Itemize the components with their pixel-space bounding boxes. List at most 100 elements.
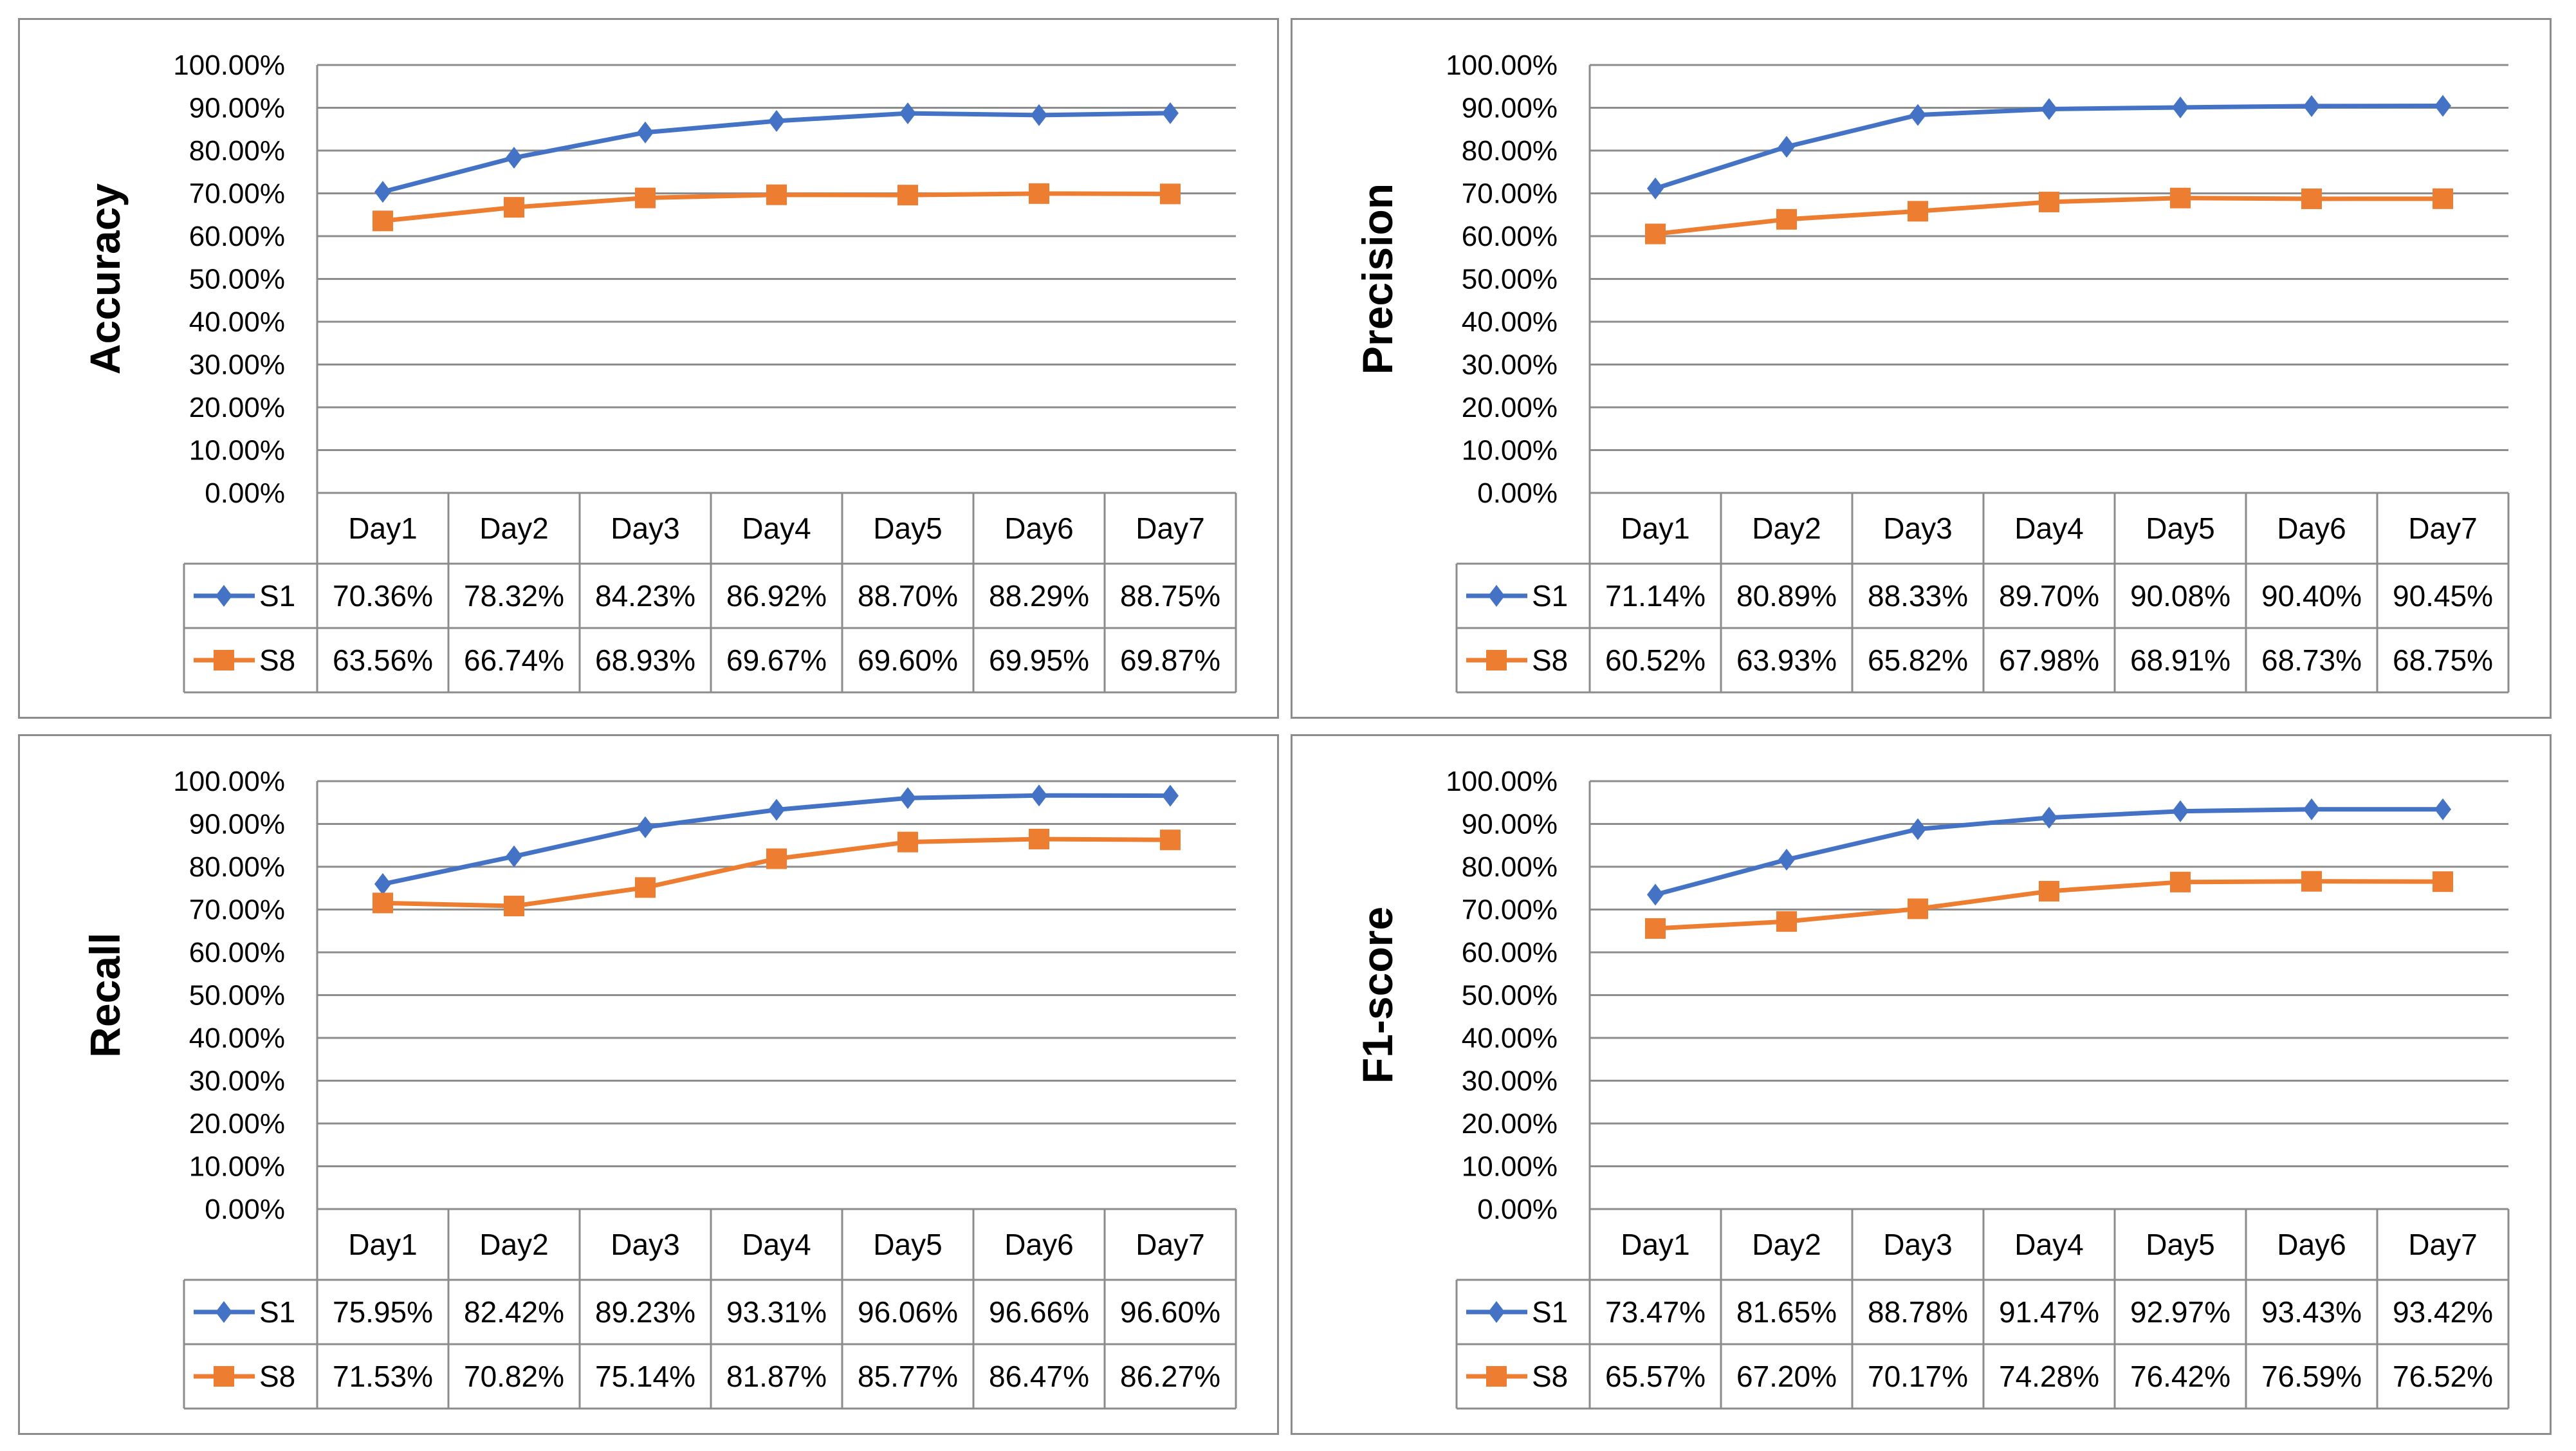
y-tick-label: 70.00% [189,894,285,926]
data-point-s8 [1908,898,1928,920]
y-tick-label: 70.00% [1462,894,1558,926]
y-tick-label: 10.00% [189,435,285,467]
f1-score-chart: 0.00% 10.00% 20.00% 30.00% 40.00% 50.00% 60.00… [1354,766,2510,1410]
category-label: Day1 [1621,1228,1689,1261]
y-tick-label: 80.00% [1462,135,1558,167]
data-point-s8 [1029,183,1049,204]
data-point-s1 [1647,177,1664,199]
category-label: Day7 [1136,512,1204,545]
data-label-s1: 88.29% [989,579,1089,613]
data-point-s8 [2301,188,2322,209]
category-label: Day6 [1004,512,1073,545]
data-label-s1: 73.47% [1605,1295,1706,1329]
data-label-s8: 69.87% [1120,643,1220,677]
data-point-s1 [2434,798,2451,820]
y-tick-label: 0.00% [1477,477,1558,509]
legend-label-s8: S8 [1532,1360,1568,1393]
data-point-s1 [2041,98,2057,120]
data-label-s8: 60.52% [1605,643,1706,677]
legend-marker-s8 [214,1366,234,1387]
data-label-s8: 81.87% [726,1360,827,1393]
y-tick-label: 20.00% [1462,392,1558,423]
data-point-s8 [1908,201,1928,222]
data-point-s1 [899,787,916,809]
data-point-s1 [1909,104,1926,126]
data-point-s8 [2039,881,2059,902]
y-tick-label: 50.00% [1462,264,1558,295]
data-label-s8: 86.47% [989,1360,1089,1393]
data-label-s8: 69.60% [858,643,958,677]
legend-marker-s1 [1488,1301,1505,1323]
category-label: Day2 [479,512,548,545]
data-point-s8 [373,210,393,232]
data-point-s1 [2303,95,2320,117]
data-point-s8 [897,831,918,853]
category-label: Day1 [348,1228,417,1261]
data-point-s1 [506,147,522,169]
y-tick-label: 20.00% [189,1108,285,1140]
data-label-s8: 68.75% [2393,643,2493,677]
data-point-s8 [1645,918,1666,939]
y-tick-label: 30.00% [1462,1066,1558,1097]
data-label-s1: 93.31% [726,1295,827,1329]
category-label: Day1 [1621,512,1689,545]
y-tick-label: 50.00% [189,980,285,1012]
data-point-s1 [2303,798,2320,820]
data-point-s1 [1778,136,1795,158]
data-point-s1 [2172,96,2189,118]
y-tick-label: 60.00% [189,221,285,252]
data-label-s8: 85.77% [858,1360,958,1393]
y-tick-label: 90.00% [189,809,285,840]
y-tick-label: 80.00% [1462,851,1558,883]
data-label-s1: 70.36% [333,579,433,613]
data-point-s8 [504,896,524,917]
category-label: Day7 [1136,1228,1204,1261]
data-label-s8: 68.93% [595,643,695,677]
data-point-s1 [506,845,522,867]
legend-marker-s8 [1486,650,1507,670]
y-tick-label: 50.00% [189,264,285,295]
legend-label-s1: S1 [259,579,295,613]
data-label-s1: 96.60% [1120,1295,1220,1329]
category-label: Day5 [2146,1228,2214,1261]
data-label-s1: 96.06% [858,1295,958,1329]
data-label-s8: 67.20% [1736,1360,1837,1393]
data-point-s1 [768,799,785,821]
category-label: Day4 [2014,512,2083,545]
data-label-s1: 93.42% [2393,1295,2493,1329]
accuracy-chart-panel: 0.00% 10.00% 20.00% 30.00% 40.00% 50.00% 60.00… [18,18,1279,719]
y-axis-title: Accuracy [81,183,129,374]
data-point-s8 [2301,871,2322,892]
y-tick-label: 60.00% [189,937,285,968]
data-point-s1 [374,181,391,203]
data-label-s1: 93.43% [2261,1295,2362,1329]
y-tick-label: 40.00% [189,1022,285,1054]
y-tick-label: 60.00% [1462,221,1558,252]
data-label-s8: 65.82% [1868,643,1968,677]
legend-label-s1: S1 [1532,1295,1568,1329]
category-label: Day5 [2146,512,2214,545]
data-label-s8: 71.53% [333,1360,433,1393]
category-label: Day5 [873,1228,942,1261]
category-label: Day4 [742,1228,811,1261]
y-tick-label: 10.00% [189,1151,285,1183]
y-tick-label: 30.00% [1462,349,1558,381]
data-point-s1 [1647,883,1664,906]
data-point-s8 [2039,191,2059,212]
data-point-s8 [897,185,918,206]
data-label-s8: 69.95% [989,643,1089,677]
y-tick-label: 20.00% [1462,1108,1558,1140]
data-point-s8 [2433,871,2453,892]
y-tick-label: 100.00% [1446,766,1558,797]
data-point-s1 [1162,102,1179,124]
data-label-s1: 90.40% [2261,579,2362,613]
data-label-s8: 74.28% [1999,1360,2099,1393]
data-label-s1: 88.78% [1868,1295,1968,1329]
data-label-s8: 76.52% [2393,1360,2493,1393]
y-tick-label: 100.00% [173,766,285,797]
data-point-s1 [1778,849,1795,871]
data-point-s8 [1776,208,1797,230]
data-label-s1: 71.14% [1605,579,1706,613]
data-point-s1 [374,873,391,895]
y-tick-label: 100.00% [173,50,285,81]
